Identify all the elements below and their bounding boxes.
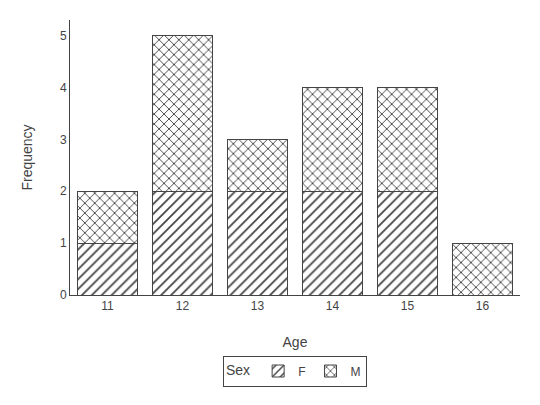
svg-text:Sex: Sex	[226, 362, 250, 378]
svg-text:16: 16	[476, 299, 490, 313]
svg-text:13: 13	[251, 299, 265, 313]
svg-text:14: 14	[326, 299, 340, 313]
svg-text:F: F	[298, 365, 305, 379]
svg-text:12: 12	[176, 299, 190, 313]
svg-text:15: 15	[401, 299, 415, 313]
svg-text:2: 2	[60, 184, 67, 198]
svg-text:0: 0	[60, 288, 67, 302]
svg-text:Age: Age	[283, 334, 308, 350]
svg-text:3: 3	[60, 133, 67, 147]
svg-text:M: M	[350, 365, 360, 379]
svg-text:1: 1	[60, 236, 67, 250]
svg-text:11: 11	[101, 299, 114, 313]
svg-text:5: 5	[60, 29, 67, 43]
svg-text:Frequency: Frequency	[19, 124, 35, 190]
svg-text:4: 4	[60, 81, 67, 95]
